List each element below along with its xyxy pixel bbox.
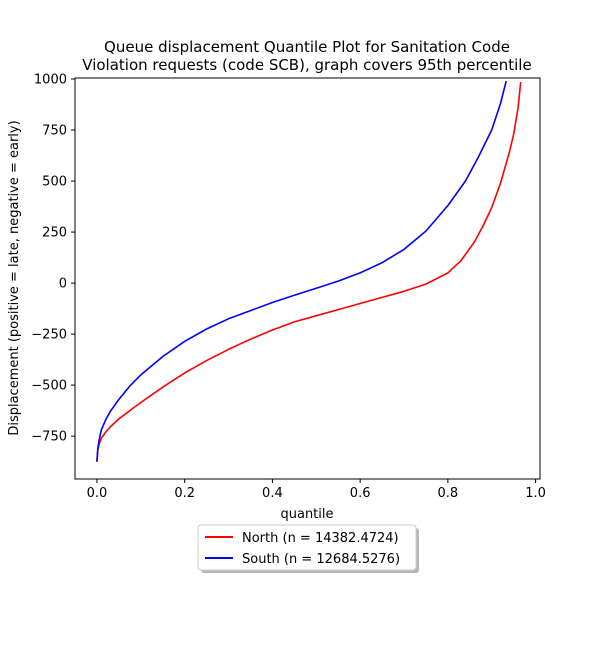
x-tick-label: 0.8 <box>438 486 459 501</box>
chart-title-line-2: Violation requests (code SCB), graph cov… <box>82 56 531 74</box>
y-tick-label: 250 <box>42 226 67 241</box>
y-tick-label: 0 <box>59 277 67 292</box>
y-axis-label: Displacement (positive = late, negative … <box>7 120 22 435</box>
x-tick-label: 0.2 <box>174 486 195 501</box>
legend: North (n = 14382.4724) South (n = 12684.… <box>197 524 419 573</box>
legend-box <box>197 524 417 571</box>
plot-area <box>74 77 541 480</box>
series-line-north <box>96 82 522 462</box>
chart-title-line-1: Queue displacement Quantile Plot for San… <box>104 38 510 56</box>
y-tick-label: −500 <box>31 379 67 394</box>
x-tick-label: 0.6 <box>350 486 371 501</box>
legend-label-south: South (n = 12684.5276) <box>242 552 400 567</box>
x-axis-label: quantile <box>280 507 333 522</box>
y-tick-label: −750 <box>31 430 67 445</box>
x-axis-ticks: 0.0 0.2 0.4 0.6 0.8 1.0 <box>87 479 546 501</box>
y-axis-ticks: −750 −500 −250 0 250 500 750 1000 <box>31 73 75 445</box>
y-tick-label: 500 <box>42 175 67 190</box>
y-tick-label: 750 <box>42 124 67 139</box>
x-tick-label: 0.4 <box>262 486 283 501</box>
legend-label-north: North (n = 14382.4724) <box>242 531 399 546</box>
series-lines <box>96 80 522 462</box>
x-tick-label: 1.0 <box>525 486 546 501</box>
y-tick-label: 1000 <box>34 73 67 88</box>
y-tick-label: −250 <box>31 328 67 343</box>
x-tick-label: 0.0 <box>87 486 108 501</box>
series-line-south <box>96 80 507 462</box>
